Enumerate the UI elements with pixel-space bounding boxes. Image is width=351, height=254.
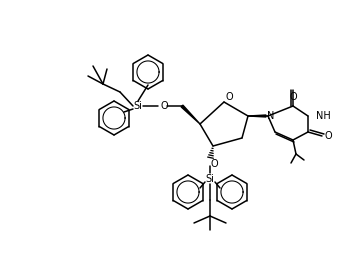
Text: O: O bbox=[289, 92, 297, 102]
Text: O: O bbox=[160, 101, 168, 111]
Text: Si: Si bbox=[206, 174, 214, 184]
Text: Si: Si bbox=[134, 101, 143, 111]
Text: O: O bbox=[210, 159, 218, 169]
Polygon shape bbox=[248, 115, 266, 117]
Polygon shape bbox=[181, 105, 200, 124]
Text: O: O bbox=[324, 131, 332, 141]
Text: NH: NH bbox=[316, 111, 331, 121]
Text: O: O bbox=[225, 92, 233, 102]
Text: N: N bbox=[267, 111, 275, 121]
